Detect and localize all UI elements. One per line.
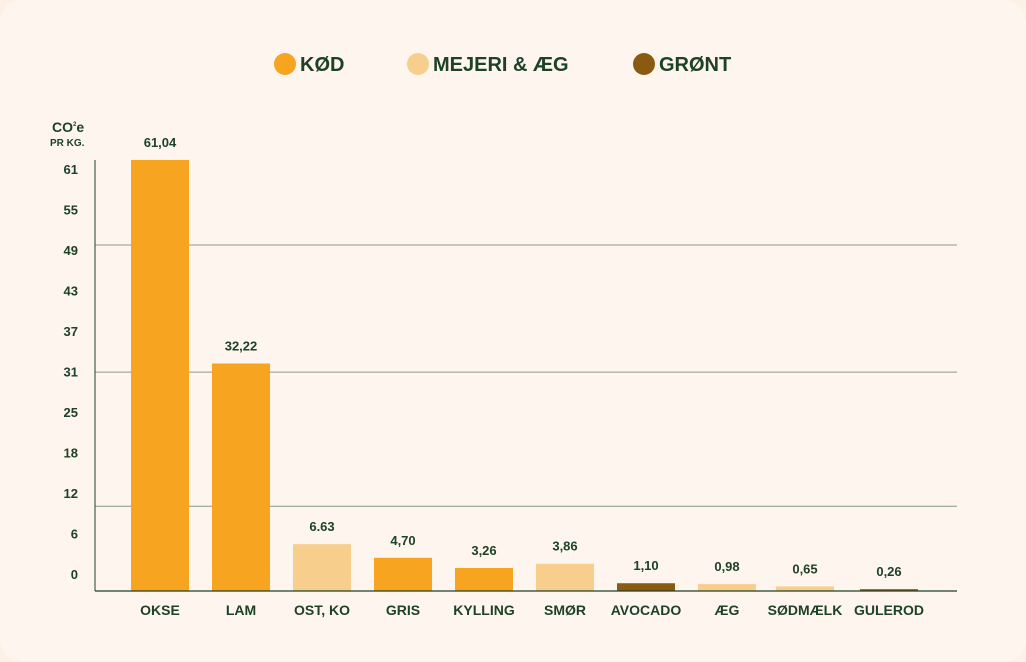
- x-category-label: KYLLING: [453, 602, 515, 618]
- bar-value-label: 1,10: [633, 558, 658, 573]
- y-tick-label: 55: [64, 203, 78, 218]
- unit-subscript: 2: [73, 122, 77, 128]
- x-category-label: SMØR: [544, 602, 586, 618]
- bar-value-label: 61,04: [144, 135, 177, 150]
- legend-swatch: [633, 53, 655, 75]
- y-tick-label: 43: [64, 284, 78, 299]
- y-tick-label: 31: [64, 365, 78, 380]
- unit-per-kg-text: PR KG.: [50, 138, 85, 149]
- y-axis-unit-label: CO2e PR KG.: [50, 119, 85, 149]
- bar: [455, 567, 513, 591]
- legend-label: MEJERI & ÆG: [433, 54, 569, 76]
- x-category-label: GRIS: [386, 602, 420, 618]
- bar: [131, 160, 189, 591]
- bar-value-label: 3,86: [552, 539, 577, 554]
- legend-label: KØD: [300, 54, 344, 76]
- x-category-label: AVOCADO: [611, 602, 682, 618]
- legend-label: GRØNT: [659, 54, 731, 76]
- axes: [94, 160, 957, 592]
- y-tick-label: 25: [64, 405, 78, 420]
- x-category-label: OKSE: [140, 602, 180, 618]
- y-tick-label: 0: [71, 567, 78, 582]
- x-category-label: ÆG: [715, 602, 740, 618]
- y-tick-label: 12: [64, 486, 78, 501]
- y-tick-label: 37: [64, 324, 78, 339]
- bar: [860, 589, 918, 591]
- bar-value-label: 32,22: [225, 338, 258, 353]
- x-category-label: SØDMÆLK: [768, 602, 843, 618]
- legend-swatch: [407, 53, 429, 75]
- bar: [617, 583, 675, 591]
- bar: [212, 363, 270, 591]
- y-axis-ticks: 0 6 12 18 25 31 37 43 49 55 61: [64, 162, 78, 582]
- x-category-label: OST, KO: [294, 602, 350, 618]
- y-tick-label: 49: [64, 243, 78, 258]
- legend: KØD MEJERI & ÆG GRØNT: [274, 53, 731, 76]
- unit-co-text: CO2e: [52, 119, 84, 135]
- bar-value-label: 0,65: [792, 561, 817, 576]
- y-tick-label: 61: [64, 162, 78, 177]
- bar-value-label: 0,98: [714, 559, 739, 574]
- bars: 61,04 OKSE 32,22 LAM 6.63 OST, KO 4,70 GRIS 3,26…: [131, 135, 924, 618]
- legend-swatch: [274, 53, 296, 75]
- bar: [374, 557, 432, 591]
- x-category-label: GULEROD: [854, 602, 924, 618]
- bar: [293, 544, 351, 591]
- x-category-label: LAM: [226, 602, 256, 618]
- y-tick-label: 6: [71, 527, 78, 542]
- y-tick-label: 18: [64, 446, 78, 461]
- bar: [536, 563, 594, 591]
- bar: [698, 584, 756, 591]
- bar-value-label: 3,26: [471, 543, 496, 558]
- bar-value-label: 4,70: [390, 533, 415, 548]
- bar-value-label: 0,26: [876, 564, 901, 579]
- bar: [776, 586, 834, 591]
- bar-value-label: 6.63: [309, 519, 334, 534]
